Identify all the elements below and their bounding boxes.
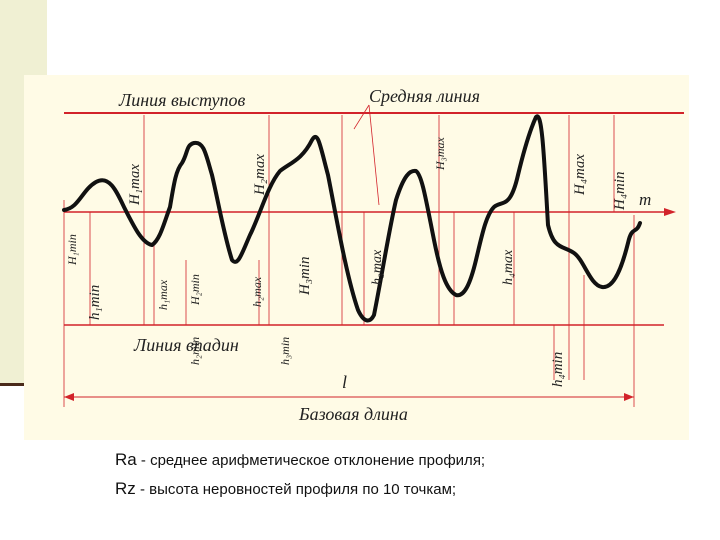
valleys-line-label: Линия впадин [133, 335, 239, 355]
h4max-label: h₄max [501, 249, 516, 285]
caption-rz-text: - высота неровностей профиля по 10 точка… [135, 481, 457, 498]
caption-rz: Rz - высота неровностей профиля по 10 то… [115, 479, 456, 499]
H4min-label: H₄min [612, 171, 628, 211]
profile-roughness-diagram: Линия выступов Средняя линия Линия впади… [24, 75, 689, 440]
side-decoration-line [0, 383, 47, 386]
H1max-label: H₁max [127, 164, 143, 206]
peaks-line-label: Линия выступов [118, 90, 246, 110]
extension-lines [63, 104, 635, 407]
base-length-arrow-left-icon [64, 393, 74, 401]
caption-ra-text: - среднее арифметическое отклонение проф… [136, 452, 486, 469]
diagram-background [24, 75, 689, 440]
h2max-label: h₂max [250, 276, 264, 307]
h3max-label: h₃max [370, 249, 385, 285]
h1max-label: h₁max [156, 279, 170, 310]
mean-line-arrow-icon [664, 208, 676, 216]
base-length-label: Базовая длина [298, 404, 408, 424]
surface-profile-curve [62, 114, 642, 323]
caption-rz-term: Rz [115, 479, 136, 498]
base-length-symbol: l [342, 372, 347, 392]
base-length-arrow-right-icon [624, 393, 634, 401]
caption-ra-term: Ra [115, 450, 137, 469]
H2max-label: H₂max [252, 154, 268, 196]
H3min-label: H₃min [297, 256, 313, 296]
H1min-label: H₁min [65, 234, 79, 266]
mean-line-label: Средняя линия [369, 86, 480, 106]
h2min-label: h₂min [188, 337, 202, 365]
h1min-label: h₁min [87, 285, 103, 320]
mean-axis-label: m [639, 190, 651, 209]
H4max-label: H₄max [572, 154, 588, 196]
caption-ra: Ra - среднее арифметическое отклонение п… [115, 450, 485, 470]
H2min-label: H₂min [188, 274, 202, 306]
h3min-label: h₃min [278, 337, 292, 365]
h4min-label: h₄min [550, 352, 566, 387]
H3max-label: H₃max [433, 136, 447, 171]
